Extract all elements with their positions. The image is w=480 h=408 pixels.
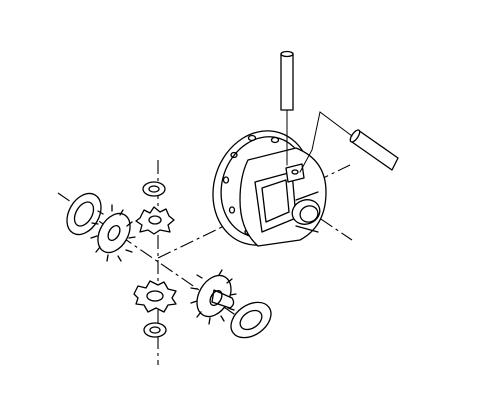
side-gear-left-bore: [107, 224, 121, 242]
lock-pin-hole: [291, 169, 299, 175]
pinion-shaft-end: [280, 50, 294, 58]
pinion-shaft: [280, 50, 294, 166]
bolt-hole: [230, 151, 238, 159]
pinion-gear-upper-bore: [148, 215, 162, 225]
bearing-hub-bore: [299, 205, 319, 223]
side-gear-left-teeth: [90, 204, 136, 262]
lock-pin-leader: [299, 111, 353, 173]
side-gear-left: [90, 204, 136, 262]
lock-pin-end: [349, 129, 361, 143]
bolt-hole: [270, 136, 280, 144]
bolt-hole: [228, 206, 236, 214]
pinion-gear-lower-body: [133, 280, 177, 313]
lock-pin-boss: [285, 163, 305, 183]
pinion-shaft-body: [280, 53, 294, 111]
side-gear-right-bore: [209, 289, 223, 307]
side-gear-right: [190, 269, 237, 325]
hub-edges: [295, 191, 319, 233]
pinion-gear-upper-body: [135, 206, 175, 235]
lock-pin: [299, 111, 399, 173]
pinion-washer-lower-outer: [143, 322, 167, 338]
thrust-washer-right-inner: [239, 309, 263, 331]
thrust-washer-left: [66, 192, 102, 236]
pinion-washer-upper-outer: [142, 181, 166, 197]
bolt-hole: [247, 134, 257, 142]
side-gear-left-face: [97, 212, 131, 254]
pinion-gear-lower: [133, 280, 177, 313]
pinion-gear-upper: [135, 206, 175, 235]
thrust-washer-right-outer: [230, 301, 272, 339]
thrust-washer-right: [230, 301, 272, 339]
pinion-gear-lower-bore: [146, 290, 164, 302]
differential-case: [212, 130, 327, 247]
pinion-washer-lower-inner: [149, 326, 161, 334]
case-window-inner: [261, 179, 290, 223]
side-gear-right-teeth: [190, 269, 237, 325]
pinion-washer-upper-inner: [148, 185, 160, 193]
pinion-washer-upper: [142, 181, 166, 197]
pinion-washer-lower: [143, 322, 167, 338]
thrust-washer-left-inner: [73, 201, 95, 227]
bolt-hole: [222, 176, 230, 184]
